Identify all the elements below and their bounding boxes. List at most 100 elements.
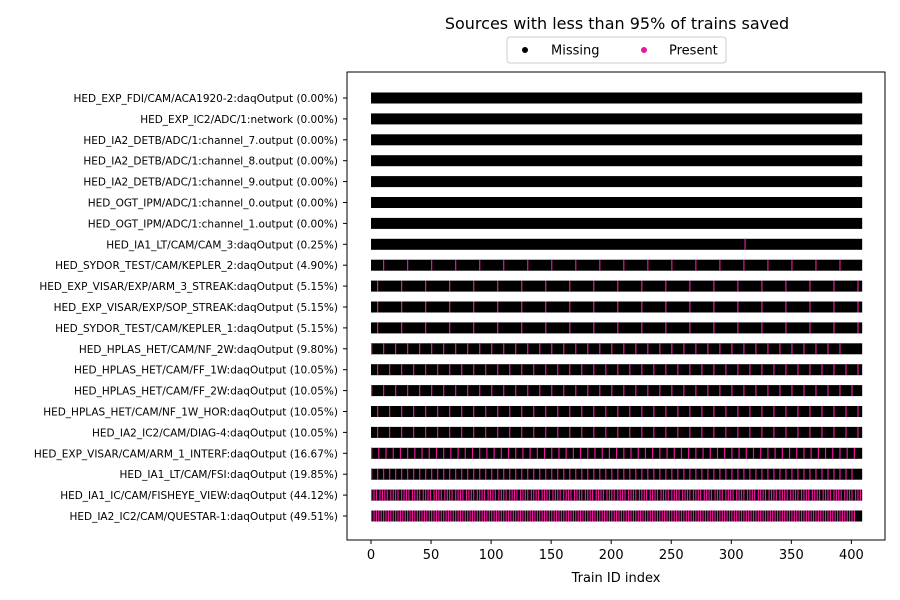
present-marker <box>719 259 721 271</box>
present-marker <box>421 510 423 522</box>
present-marker <box>449 301 451 313</box>
present-marker <box>727 489 729 501</box>
x-tick-label: 400 <box>839 548 864 563</box>
present-marker <box>557 364 559 376</box>
present-marker <box>507 510 510 522</box>
present-marker <box>701 426 703 438</box>
present-marker <box>546 510 548 522</box>
present-marker <box>767 385 769 397</box>
present-marker <box>380 510 382 522</box>
present-marker <box>737 280 739 292</box>
present-marker <box>449 280 451 292</box>
present-marker <box>587 468 589 480</box>
present-marker <box>527 489 529 501</box>
source-row: HED_OGT_IPM/ADC/1:channel_0.output (0.00… <box>88 197 863 210</box>
present-marker <box>635 385 637 397</box>
present-marker <box>695 447 697 459</box>
present-marker <box>791 510 793 522</box>
missing-bar <box>371 217 863 229</box>
present-marker <box>386 489 388 501</box>
present-marker <box>805 510 807 522</box>
present-marker <box>838 489 840 501</box>
present-marker <box>619 489 621 501</box>
present-marker <box>803 343 805 355</box>
present-marker <box>839 385 841 397</box>
present-marker <box>821 468 823 480</box>
present-marker <box>533 468 535 480</box>
present-marker <box>407 447 409 459</box>
present-marker <box>725 426 727 438</box>
present-marker <box>785 280 787 292</box>
present-marker <box>673 447 675 459</box>
present-marker <box>384 489 386 501</box>
present-marker <box>537 489 540 501</box>
present-marker <box>797 364 799 376</box>
present-marker <box>593 364 595 376</box>
present-marker <box>433 489 435 501</box>
present-marker <box>539 510 541 522</box>
present-marker <box>425 406 427 417</box>
present-marker <box>377 406 379 417</box>
present-marker <box>572 510 574 522</box>
present-marker <box>587 489 589 501</box>
present-marker <box>773 364 775 376</box>
present-marker <box>581 468 583 480</box>
present-marker <box>404 510 406 522</box>
present-marker <box>678 489 680 501</box>
source-row: HED_IA2_DETB/ADC/1:channel_7.output (0.0… <box>83 134 863 147</box>
present-marker <box>416 489 418 501</box>
present-marker <box>491 510 493 522</box>
present-marker <box>677 364 679 376</box>
present-marker <box>545 468 547 480</box>
present-marker <box>809 468 811 480</box>
present-marker <box>413 364 415 376</box>
present-marker <box>785 468 787 480</box>
present-marker <box>794 489 797 501</box>
present-marker <box>517 510 519 522</box>
present-marker <box>408 489 410 501</box>
present-marker <box>457 447 459 459</box>
present-marker <box>635 468 637 480</box>
present-marker <box>529 510 531 522</box>
present-marker <box>473 406 475 417</box>
source-row: HED_EXP_VISAR/EXP/ARM_3_STREAK:daqOutput… <box>39 280 863 293</box>
present-marker <box>689 406 691 417</box>
present-marker <box>414 510 416 522</box>
present-marker <box>803 385 805 397</box>
present-marker <box>630 510 632 522</box>
source-row: HED_EXP_VISAR/EXP/SOP_STREAK:daqOutput (… <box>54 301 863 314</box>
present-marker <box>719 489 721 501</box>
present-marker <box>689 426 691 438</box>
present-marker <box>743 259 745 271</box>
present-marker <box>552 489 554 501</box>
present-marker <box>689 364 691 376</box>
present-marker <box>815 385 817 397</box>
present-marker <box>392 510 394 522</box>
present-marker <box>461 468 463 480</box>
present-marker <box>700 489 702 501</box>
present-marker <box>497 322 499 334</box>
present-marker <box>489 489 492 501</box>
present-marker <box>725 364 727 376</box>
present-marker <box>500 489 502 501</box>
present-marker <box>785 301 787 313</box>
present-marker <box>395 343 397 355</box>
present-marker <box>479 259 481 271</box>
present-marker <box>702 510 704 522</box>
present-marker <box>513 489 516 501</box>
present-marker <box>533 406 535 417</box>
present-marker <box>545 364 547 376</box>
present-marker <box>587 343 589 355</box>
present-marker <box>762 510 764 522</box>
present-marker <box>486 447 488 459</box>
source-label: HED_OGT_IPM/ADC/1:channel_0.output (0.00… <box>88 198 338 210</box>
present-marker <box>505 489 507 501</box>
present-marker <box>788 510 791 522</box>
present-marker <box>594 510 596 522</box>
present-marker <box>700 510 702 522</box>
present-marker <box>713 322 715 334</box>
present-marker <box>773 489 775 501</box>
present-marker <box>579 510 582 522</box>
present-marker <box>582 510 584 522</box>
source-label: HED_IA1_IC/CAM/FISHEYE_VIEW:daqOutput (4… <box>60 490 338 502</box>
